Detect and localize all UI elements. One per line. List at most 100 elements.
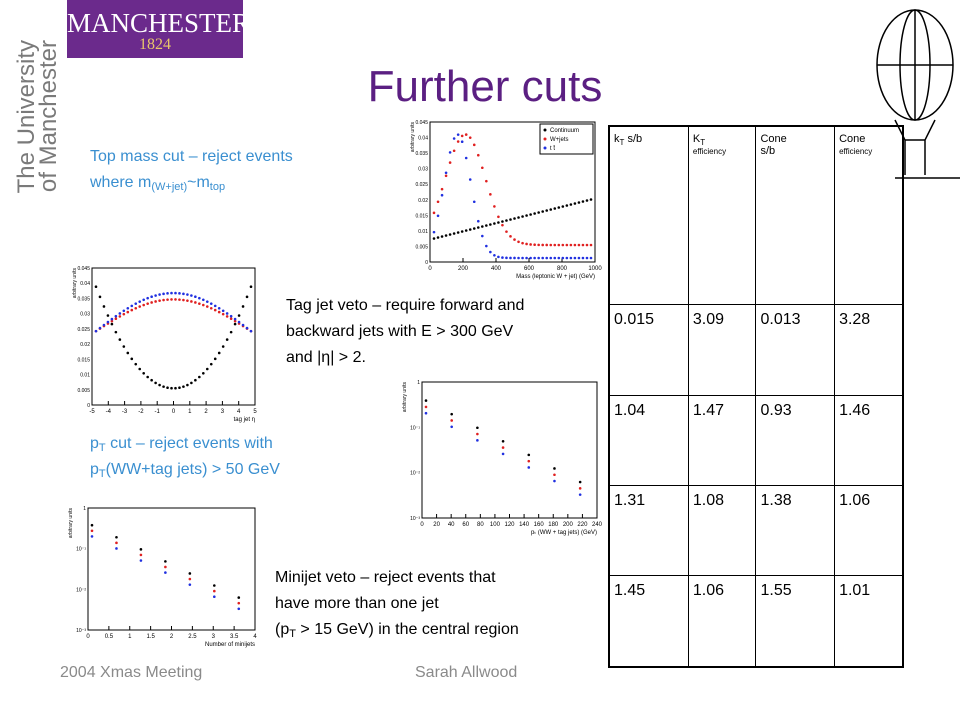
decor-point [497,255,500,259]
decor-point [481,234,484,238]
decor-point [537,211,540,214]
x-tick-label: 0 [86,634,90,640]
table-row: 0.015 3.09 0.013 3.28 [608,304,904,396]
decor-point [166,292,169,295]
plot: -5 -4 -3 -2 -1 0 1 2 3 4 5 0 0.005 0.01 0.015 0.02 0.025… [72,266,257,423]
table-cell: 1.45 [608,574,689,668]
subscript: top [209,181,226,193]
decor-point [561,243,565,247]
y-axis-label: arbitrary units [402,382,408,413]
header-text: Cone [839,133,866,145]
x-tick-label: 1 [128,634,132,640]
decor-point [468,228,472,231]
decor-point [98,295,102,299]
text-block: Tag jet veto – require forward and backwa… [286,293,524,371]
decor-point [444,234,448,237]
decor-point [102,323,106,327]
text-part: p [90,435,99,452]
decor-point [178,298,181,301]
decor-point [436,236,440,239]
decor-point [513,217,516,220]
x-tick-label: 3 [212,634,216,640]
decor-point [164,560,167,563]
decor-point [94,285,98,289]
x-tick-label: 80 [477,522,484,528]
decor-point [553,467,556,470]
decor-point [217,310,221,314]
decor-point [432,237,436,240]
logo-year: 1824 [139,36,171,53]
decor-point [198,296,201,300]
decor-point [106,320,110,324]
table-row: 1.31 1.08 1.38 1.06 [608,484,904,576]
header-text: efficiency [839,147,873,156]
y-axis-label: arbitrary units [68,508,74,539]
decor-point [436,200,440,204]
x-tick-label: -5 [89,409,95,415]
decor-point [213,584,216,587]
decor-point [225,312,229,315]
decor-point [464,229,468,232]
decor-point [188,572,192,575]
decor-point [440,187,444,191]
decor-point [585,199,589,202]
decor-point [118,338,122,341]
decor-point [98,326,102,330]
text-part: have more than one jet [275,595,439,612]
decor-point [186,299,189,302]
decor-point [509,235,512,238]
text-part: cut – reject events with [105,435,273,452]
header-text: s/b [624,133,643,145]
x-tick-label: 800 [557,266,568,272]
text-line: have more than one jet [275,591,519,617]
decor-point [217,351,221,355]
decor-point [472,143,476,147]
decor-point [440,235,444,238]
decor-point [578,493,582,496]
title: Further cuts [367,62,603,111]
y-tick-label: 0.045 [77,266,90,272]
decor-point [237,596,241,599]
decor-point [205,300,209,303]
y-tick-label: 0.025 [415,182,428,188]
table-cell: 0.93 [755,394,836,486]
decor-point [497,215,500,219]
x-axis-label: tag jet η [234,417,255,423]
decor-point [553,479,556,483]
decor-point [150,295,153,299]
legend-box [539,123,594,155]
decor-point [501,223,504,227]
y-tick-label: 0.02 [80,342,90,348]
decor-point [452,232,456,235]
decor-point [134,302,138,305]
decor-point [233,319,237,323]
x-tick-label: 120 [504,522,515,528]
decor-point [114,330,118,334]
decor-point [472,227,476,230]
x-tick-label: 160 [534,522,545,528]
decor-point [150,378,153,382]
decor-point [166,386,169,389]
x-tick-label: 220 [577,522,588,528]
decor-point [186,383,189,387]
decor-point [525,214,528,217]
decor-point [513,238,516,241]
x-tick-label: 140 [519,522,530,528]
decor-point [424,411,428,415]
decor-point [225,315,229,318]
text-part: where m [90,174,152,191]
decor-point [182,298,185,302]
decor-point [209,306,213,310]
decor-point [432,211,436,215]
decor-point [221,312,225,316]
decor-point [118,312,122,315]
table-cell: 1.55 [755,574,836,668]
subscript: T [98,442,106,454]
decor-point [142,298,145,302]
decor-point [213,357,217,361]
decor-point [186,293,189,296]
decor-point [122,309,126,313]
decor-point [573,256,577,260]
x-tick-label: 100 [490,522,501,528]
